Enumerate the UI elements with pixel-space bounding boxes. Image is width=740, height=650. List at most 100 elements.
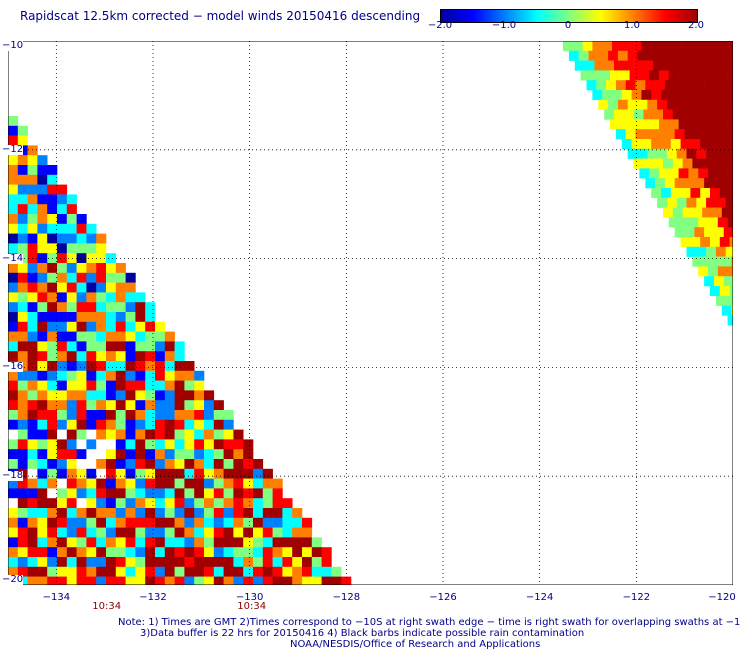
wind-cell [698, 168, 709, 179]
wind-cell [164, 390, 175, 401]
wind-cell [106, 557, 117, 568]
wind-cell [47, 243, 58, 254]
wind-cell [174, 576, 185, 585]
latitude-tick-label: −18 [2, 470, 24, 482]
wind-cell [661, 90, 672, 101]
wind-cell [115, 341, 126, 352]
wind-cell [47, 537, 58, 548]
wind-cell [76, 478, 87, 489]
wind-cell [106, 498, 117, 509]
wind-cell [164, 566, 175, 577]
wind-cell [57, 537, 68, 548]
wind-cell [272, 566, 283, 577]
wind-cell [155, 527, 166, 538]
wind-cell [8, 223, 19, 234]
wind-cell [311, 557, 322, 568]
wind-cell [223, 468, 234, 479]
wind-cell [37, 390, 48, 401]
wind-cell [651, 90, 662, 101]
wind-cell [706, 246, 717, 257]
wind-cell [698, 217, 709, 228]
wind-cell [184, 478, 195, 489]
wind-cell [115, 459, 126, 470]
wind-cell [96, 312, 107, 323]
wind-cell [47, 449, 58, 460]
wind-cell [731, 207, 733, 218]
wind-cell [106, 527, 117, 538]
wind-cell [17, 263, 28, 274]
wind-cell [66, 370, 77, 381]
wind-cell [115, 557, 126, 568]
wind-cell [700, 188, 711, 199]
wind-cell [692, 109, 703, 120]
wind-cell [17, 243, 28, 254]
wind-cell [674, 129, 685, 140]
wind-cell [719, 188, 730, 199]
wind-cell [213, 468, 224, 479]
wind-cell [27, 361, 38, 372]
latitude-tick-label: −14 [2, 252, 24, 264]
wind-cell [47, 165, 58, 176]
wind-cell [135, 557, 146, 568]
wind-cell [106, 400, 117, 411]
wind-cell [37, 341, 48, 352]
wind-cell [233, 459, 244, 470]
wind-cell [596, 80, 607, 91]
wind-cell [341, 576, 352, 585]
wind-cell [115, 302, 126, 313]
wind-cell [66, 498, 77, 509]
wind-cell [233, 449, 244, 460]
wind-cell [17, 557, 28, 568]
wind-cell [243, 488, 254, 499]
wind-cell [37, 253, 48, 264]
wind-cell [76, 517, 87, 528]
wind-cell [213, 478, 224, 489]
wind-cell [66, 302, 77, 313]
wind-cell [645, 80, 656, 91]
wind-cell [164, 517, 175, 528]
wind-cell [125, 488, 136, 499]
wind-cell [37, 312, 48, 323]
wind-cell [8, 155, 19, 166]
wind-cell [145, 488, 156, 499]
wind-cell [47, 174, 58, 185]
wind-cell [86, 419, 97, 430]
wind-cell [125, 527, 136, 538]
wind-cell [125, 410, 136, 421]
wind-cell [145, 517, 156, 528]
wind-cell [641, 139, 652, 150]
wind-cell [631, 139, 642, 150]
wind-cell [115, 410, 126, 421]
wind-cell [145, 576, 156, 585]
wind-cell [57, 243, 68, 254]
wind-cell [17, 410, 28, 421]
wind-cell [76, 547, 87, 558]
wind-cell [145, 468, 156, 479]
wind-cell [66, 223, 77, 234]
wind-cell [57, 390, 68, 401]
wind-cell [204, 557, 215, 568]
wind-cell [125, 439, 136, 450]
wind-cell [676, 99, 687, 110]
wind-cell [262, 478, 273, 489]
wind-cell [17, 125, 28, 136]
longitude-tick-label: −134 [42, 592, 71, 603]
wind-cell [66, 576, 77, 585]
wind-cell [155, 331, 166, 342]
wind-cell [76, 576, 87, 585]
wind-cell [155, 449, 166, 460]
wind-cell [27, 576, 38, 585]
colorbar [440, 9, 698, 23]
wind-cell [719, 139, 730, 150]
wind-cell [17, 547, 28, 558]
wind-cell [66, 243, 77, 254]
wind-cell [96, 410, 107, 421]
wind-cell [125, 380, 136, 391]
wind-cell [8, 282, 19, 293]
wind-cell [657, 99, 668, 110]
wind-cell [670, 139, 681, 150]
wind-cell [713, 276, 724, 287]
wind-cell [135, 439, 146, 450]
wind-cell [47, 214, 58, 225]
wind-cell [106, 478, 117, 489]
